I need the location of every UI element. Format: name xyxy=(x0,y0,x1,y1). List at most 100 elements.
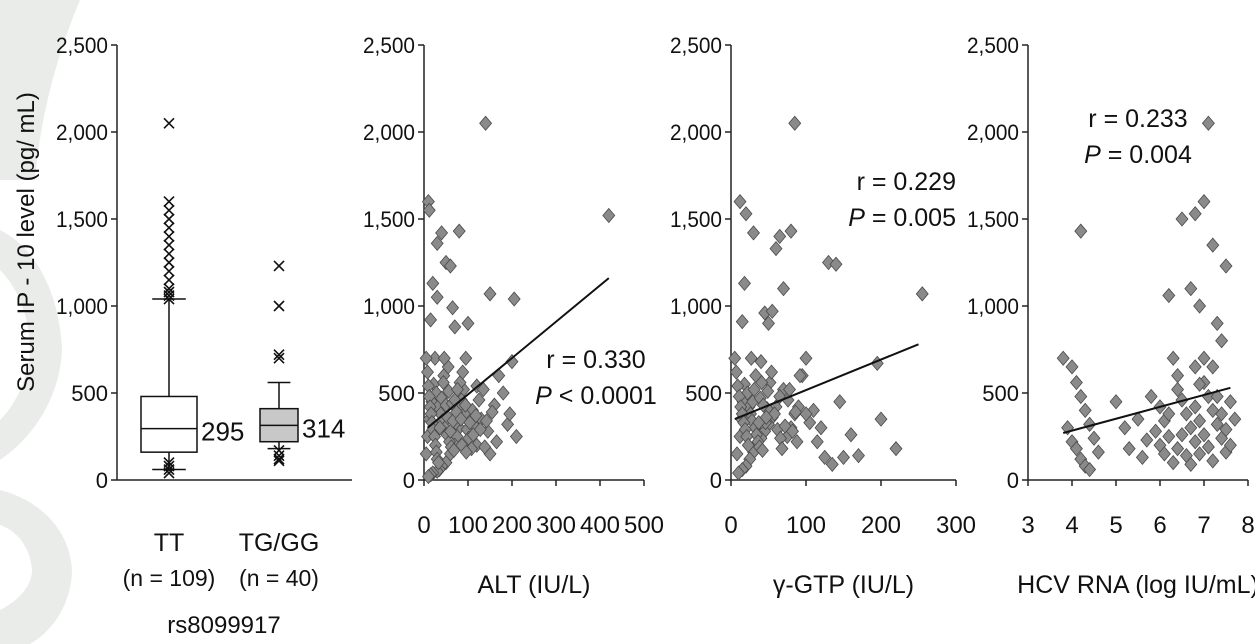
data-point xyxy=(1091,444,1105,460)
data-point xyxy=(501,416,515,432)
data-point xyxy=(874,411,888,427)
data-point xyxy=(461,315,475,332)
data-point xyxy=(509,428,523,445)
data-point xyxy=(1223,394,1237,410)
data-point xyxy=(1162,428,1176,445)
data-point xyxy=(459,350,473,366)
x-axis-title: HCV RNA (log IU/mL) xyxy=(1017,571,1255,599)
data-point xyxy=(424,312,438,328)
data-point xyxy=(1171,441,1185,457)
data-point xyxy=(1210,416,1224,432)
outlier-point xyxy=(273,352,285,364)
x-tick-label: 200 xyxy=(492,512,532,539)
data-point xyxy=(1175,211,1189,227)
data-point xyxy=(756,442,769,459)
data-point xyxy=(1157,446,1171,462)
r-value-label: r = 0.233 xyxy=(1088,105,1187,133)
data-point xyxy=(1135,449,1149,465)
data-point xyxy=(1188,399,1202,415)
data-point xyxy=(1166,350,1180,366)
data-point xyxy=(446,300,460,316)
outlier-point xyxy=(273,300,285,312)
data-point xyxy=(732,465,745,481)
outlier-point xyxy=(163,463,175,476)
x-tick-label: 300 xyxy=(936,512,976,539)
data-point xyxy=(1131,411,1145,427)
data-point xyxy=(1201,439,1215,455)
data-point xyxy=(825,456,839,472)
x-tick-label: 100 xyxy=(448,512,488,539)
y-tick-label: 500 xyxy=(71,381,108,406)
box xyxy=(140,395,198,453)
data-point xyxy=(1188,359,1202,375)
regression-line xyxy=(426,277,610,429)
data-point xyxy=(1074,388,1088,405)
x-tick-label: 3 xyxy=(1021,512,1034,539)
data-point xyxy=(844,427,858,443)
p-symbol: P xyxy=(848,204,865,232)
data-point xyxy=(503,406,517,422)
data-point xyxy=(799,406,813,422)
y-tick-label: 1,500 xyxy=(967,207,1019,232)
outlier-point xyxy=(273,450,285,462)
outlier-point xyxy=(273,444,285,456)
regression-line xyxy=(1062,386,1231,434)
outlier-point xyxy=(273,260,285,272)
y-tick-label: 1,500 xyxy=(670,207,722,232)
data-point xyxy=(818,449,832,465)
data-point xyxy=(775,441,789,457)
data-point xyxy=(761,383,775,399)
data-point xyxy=(1184,420,1198,436)
data-point xyxy=(1069,374,1083,391)
data-point xyxy=(1193,298,1207,314)
data-point xyxy=(747,381,761,398)
outlier-point xyxy=(163,289,175,302)
median-label: 295 xyxy=(201,417,244,447)
data-point xyxy=(456,364,470,380)
x-tick-label: 0 xyxy=(417,512,430,539)
data-point xyxy=(435,225,449,241)
data-point xyxy=(448,319,462,335)
data-point xyxy=(762,315,775,332)
data-point xyxy=(483,286,497,302)
y-tick-label: 500 xyxy=(982,381,1019,406)
data-point xyxy=(777,280,790,297)
outlier-point xyxy=(163,256,175,269)
data-point xyxy=(741,437,755,453)
data-point xyxy=(1201,115,1215,131)
y-tick-label: 2,000 xyxy=(56,120,108,145)
data-point xyxy=(728,350,742,366)
data-point xyxy=(1193,376,1207,392)
outlier-point xyxy=(163,467,175,479)
data-point xyxy=(1140,432,1154,448)
outlier-point xyxy=(163,248,175,260)
data-point xyxy=(426,275,440,291)
y-tick-label: 1,500 xyxy=(363,207,415,232)
data-point xyxy=(1122,441,1136,457)
data-point xyxy=(833,394,847,410)
p-symbol: P xyxy=(1084,141,1101,169)
data-point xyxy=(765,303,779,319)
data-point xyxy=(422,202,436,218)
data-point xyxy=(1144,388,1158,405)
data-point xyxy=(793,367,807,384)
outlier-point xyxy=(163,196,175,208)
median-label: 314 xyxy=(302,413,345,443)
y-tick-label: 2,000 xyxy=(670,120,722,145)
group-n-label: (n = 109) xyxy=(123,565,216,591)
x-tick-label: 4 xyxy=(1065,512,1078,539)
y-tick-label: 500 xyxy=(378,381,415,406)
p-value-text: = 0.004 xyxy=(1101,141,1192,169)
data-point xyxy=(1162,406,1176,422)
data-point xyxy=(1215,333,1229,349)
data-point xyxy=(1223,437,1237,453)
data-point xyxy=(452,223,466,239)
x-tick-label: 7 xyxy=(1197,512,1210,539)
data-point xyxy=(480,413,493,429)
data-point xyxy=(469,408,483,424)
y-tick-label: 2,500 xyxy=(363,33,415,58)
y-tick-label: 1,500 xyxy=(56,207,108,232)
data-point xyxy=(1219,421,1233,438)
data-point xyxy=(1056,350,1070,366)
